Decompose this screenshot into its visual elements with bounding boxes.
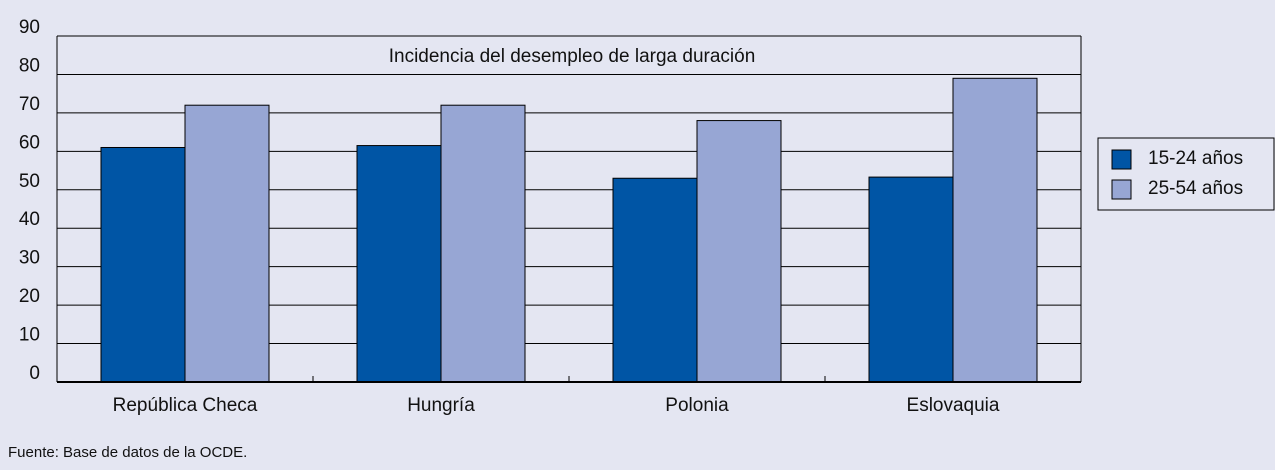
legend-swatch [1111, 149, 1132, 170]
y-tick-label: 80 [19, 55, 40, 76]
legend-label: 25-54 años [1148, 178, 1243, 199]
bar [356, 145, 442, 383]
y-tick-label: 0 [29, 363, 40, 384]
y-tick-label: 50 [19, 171, 40, 192]
bar [440, 104, 526, 383]
bar [696, 120, 782, 383]
chart-title: Incidencia del desempleo de larga duraci… [389, 46, 756, 67]
x-tick-label: Eslovaquia [907, 395, 1000, 416]
bar [184, 104, 270, 383]
y-tick-label: 10 [19, 325, 40, 346]
y-tick-label: 40 [19, 209, 40, 230]
x-tick-label: Polonia [665, 395, 729, 416]
y-tick-label: 30 [19, 248, 40, 269]
y-tick-label: 70 [19, 94, 40, 115]
y-tick-label: 90 [19, 17, 40, 38]
source: Fuente: Base de datos de la OCDE. [8, 444, 247, 461]
y-tick-label: 60 [19, 132, 40, 153]
legend-swatch [1111, 179, 1132, 200]
bar [868, 176, 954, 383]
y-tick-label: 20 [19, 286, 40, 307]
x-tick-label: República Checa [113, 395, 258, 416]
legend-label: 15-24 años [1148, 148, 1243, 169]
x-tick-label: Hungría [407, 395, 475, 416]
bar [100, 146, 186, 383]
bar [952, 77, 1038, 383]
bar [612, 177, 698, 383]
